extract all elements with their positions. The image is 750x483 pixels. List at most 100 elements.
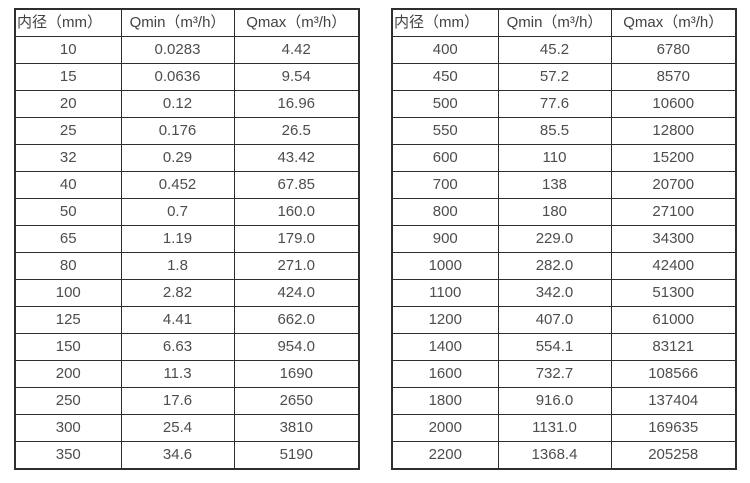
cell-qmin: 0.7 <box>120 198 235 226</box>
cell-qmax: 12800 <box>610 117 737 145</box>
cell-qmin: 282.0 <box>497 252 612 280</box>
table-row: 300 25.4 3810 <box>14 414 360 442</box>
table-row: 1000 282.0 42400 <box>391 252 737 280</box>
cell-qmin: 77.6 <box>497 90 612 118</box>
cell-qmax: 179.0 <box>233 225 360 253</box>
col-header-qmin: Qmin（m³/h） <box>120 8 235 37</box>
cell-qmax: 662.0 <box>233 306 360 334</box>
table-row: 150 6.63 954.0 <box>14 333 360 361</box>
cell-diameter: 450 <box>391 63 499 91</box>
cell-diameter: 1400 <box>391 333 499 361</box>
table-row: 100 2.82 424.0 <box>14 279 360 307</box>
cell-qmax: 83121 <box>610 333 737 361</box>
cell-qmax: 6780 <box>610 36 737 64</box>
cell-qmax: 4.42 <box>233 36 360 64</box>
table-row: 1600 732.7 108566 <box>391 360 737 388</box>
table-row: 80 1.8 271.0 <box>14 252 360 280</box>
cell-diameter: 125 <box>14 306 122 334</box>
cell-qmin: 4.41 <box>120 306 235 334</box>
cell-diameter: 300 <box>14 414 122 442</box>
cell-qmax: 9.54 <box>233 63 360 91</box>
cell-qmin: 0.176 <box>120 117 235 145</box>
cell-qmin: 732.7 <box>497 360 612 388</box>
cell-diameter: 400 <box>391 36 499 64</box>
cell-qmax: 34300 <box>610 225 737 253</box>
cell-diameter: 1000 <box>391 252 499 280</box>
cell-qmin: 138 <box>497 171 612 199</box>
col-header-qmax: Qmax（m³/h） <box>610 8 737 37</box>
table-row: 900 229.0 34300 <box>391 225 737 253</box>
table-row: 2200 1368.4 205258 <box>391 441 737 470</box>
cell-qmax: 20700 <box>610 171 737 199</box>
cell-qmax: 16.96 <box>233 90 360 118</box>
cell-qmax: 43.42 <box>233 144 360 172</box>
cell-qmin: 0.0283 <box>120 36 235 64</box>
cell-qmin: 1368.4 <box>497 441 612 470</box>
col-header-qmax: Qmax（m³/h） <box>233 8 360 37</box>
col-header-diameter: 内径（mm） <box>14 8 122 37</box>
cell-qmin: 110 <box>497 144 612 172</box>
table-row: 20 0.12 16.96 <box>14 90 360 118</box>
cell-qmax: 205258 <box>610 441 737 470</box>
table-row: 50 0.7 160.0 <box>14 198 360 226</box>
cell-diameter: 1100 <box>391 279 499 307</box>
table-row: 1100 342.0 51300 <box>391 279 737 307</box>
cell-qmin: 45.2 <box>497 36 612 64</box>
cell-qmax: 51300 <box>610 279 737 307</box>
cell-qmin: 2.82 <box>120 279 235 307</box>
table-row: 1200 407.0 61000 <box>391 306 737 334</box>
cell-diameter: 10 <box>14 36 122 64</box>
cell-qmin: 1.19 <box>120 225 235 253</box>
cell-diameter: 15 <box>14 63 122 91</box>
table-row: 500 77.6 10600 <box>391 90 737 118</box>
cell-qmax: 5190 <box>233 441 360 470</box>
table-row: 800 180 27100 <box>391 198 737 226</box>
cell-qmax: 42400 <box>610 252 737 280</box>
cell-diameter: 250 <box>14 387 122 415</box>
cell-diameter: 2000 <box>391 414 499 442</box>
cell-qmin: 11.3 <box>120 360 235 388</box>
cell-qmin: 229.0 <box>497 225 612 253</box>
cell-qmin: 25.4 <box>120 414 235 442</box>
cell-qmin: 1131.0 <box>497 414 612 442</box>
table-row: 400 45.2 6780 <box>391 36 737 64</box>
col-header-qmin: Qmin（m³/h） <box>497 8 612 37</box>
cell-qmin: 0.452 <box>120 171 235 199</box>
table-row: 65 1.19 179.0 <box>14 225 360 253</box>
tables-container: 内径（mm） Qmin（m³/h） Qmax（m³/h） 10 0.0283 4.4… <box>14 8 737 470</box>
cell-diameter: 700 <box>391 171 499 199</box>
table-row: 40 0.452 67.85 <box>14 171 360 199</box>
cell-qmax: 424.0 <box>233 279 360 307</box>
cell-qmax: 15200 <box>610 144 737 172</box>
cell-diameter: 800 <box>391 198 499 226</box>
table-row: 200 11.3 1690 <box>14 360 360 388</box>
table-row: 550 85.5 12800 <box>391 117 737 145</box>
table-row: 600 110 15200 <box>391 144 737 172</box>
cell-qmax: 2650 <box>233 387 360 415</box>
cell-diameter: 550 <box>391 117 499 145</box>
cell-qmax: 10600 <box>610 90 737 118</box>
cell-diameter: 1200 <box>391 306 499 334</box>
table-row: 125 4.41 662.0 <box>14 306 360 334</box>
flow-rate-table-small-diameters: 内径（mm） Qmin（m³/h） Qmax（m³/h） 10 0.0283 4.4… <box>14 8 360 470</box>
cell-qmax: 67.85 <box>233 171 360 199</box>
cell-qmax: 160.0 <box>233 198 360 226</box>
cell-diameter: 100 <box>14 279 122 307</box>
cell-qmin: 554.1 <box>497 333 612 361</box>
cell-qmax: 169635 <box>610 414 737 442</box>
table-row: 2000 1131.0 169635 <box>391 414 737 442</box>
table-row: 15 0.0636 9.54 <box>14 63 360 91</box>
cell-diameter: 25 <box>14 117 122 145</box>
cell-qmin: 407.0 <box>497 306 612 334</box>
cell-diameter: 1800 <box>391 387 499 415</box>
table-row: 450 57.2 8570 <box>391 63 737 91</box>
cell-diameter: 150 <box>14 333 122 361</box>
cell-qmin: 6.63 <box>120 333 235 361</box>
cell-qmax: 108566 <box>610 360 737 388</box>
cell-qmin: 85.5 <box>497 117 612 145</box>
cell-qmin: 1.8 <box>120 252 235 280</box>
cell-qmax: 271.0 <box>233 252 360 280</box>
cell-qmin: 342.0 <box>497 279 612 307</box>
header-row: 内径（mm） Qmin（m³/h） Qmax（m³/h） <box>391 8 737 37</box>
cell-diameter: 65 <box>14 225 122 253</box>
